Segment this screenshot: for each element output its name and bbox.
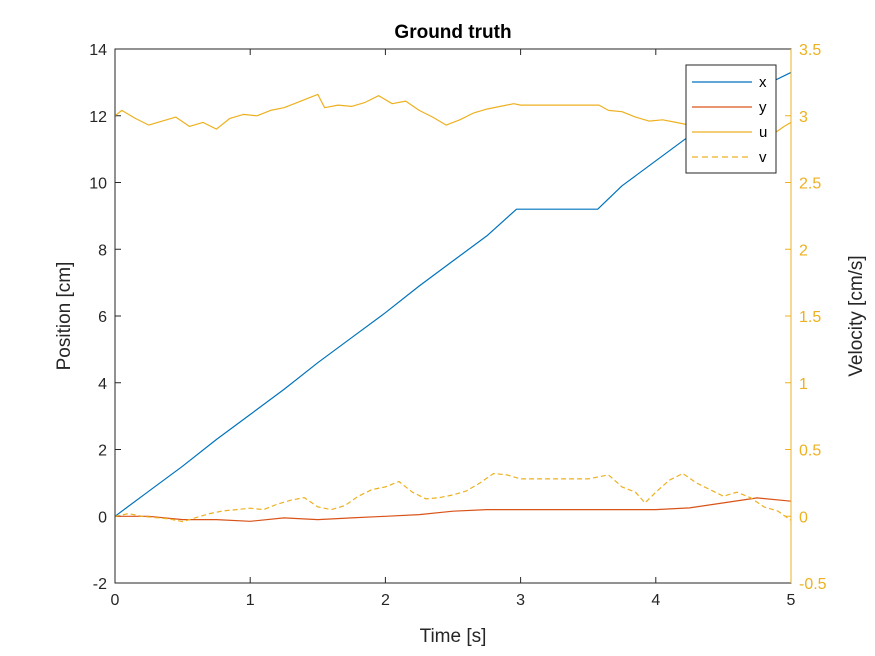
y-tick-label: 4 [98, 376, 107, 393]
legend-label-u: u [759, 124, 767, 141]
series-line-u [114, 93, 792, 137]
y-axis-label: Position [cm] [54, 262, 75, 371]
right-y-tick-label: 0.5 [799, 443, 821, 460]
series-line-x [114, 71, 792, 517]
y-tick-label: 8 [98, 242, 107, 259]
legend-label-v: v [759, 149, 767, 166]
series-line-v [114, 472, 792, 523]
right-y-tick-label: 2 [799, 242, 808, 259]
y-tick-label: 10 [89, 176, 107, 193]
legend-box [685, 64, 777, 174]
y-tick-label: -2 [93, 576, 107, 593]
x-tick-label: 2 [381, 592, 390, 609]
x-tick-label: 4 [651, 592, 660, 609]
right-y-tick-label: 0 [799, 509, 808, 526]
y-tick-label: 14 [89, 42, 107, 59]
x-tick-label: 0 [111, 592, 120, 609]
legend-label-y: y [759, 99, 767, 116]
y-tick-label: 2 [98, 443, 107, 460]
legend-label-x: x [759, 74, 767, 91]
right-y-tick-label: 3 [799, 109, 808, 126]
right-y-tick-label: 3.5 [799, 42, 821, 59]
legend: x y u v [685, 64, 777, 174]
series-line-y [115, 497, 792, 522]
x-tick-label: 5 [787, 592, 796, 609]
right-y-tick-label: 1.5 [799, 309, 821, 326]
x-tick-label: 3 [516, 592, 525, 609]
chart-title: Ground truth [394, 22, 511, 43]
right-y-axis-label: Velocity [cm/s] [846, 255, 867, 376]
x-axis-label: Time [s] [420, 626, 487, 647]
right-y-tick-label: 1 [799, 376, 808, 393]
x-tick-label: 1 [246, 592, 255, 609]
y-tick-label: 0 [98, 509, 107, 526]
right-y-tick-label: -0.5 [799, 576, 827, 593]
y-tick-label: 12 [89, 109, 107, 126]
y-tick-label: 6 [98, 309, 107, 326]
right-y-tick-label: 2.5 [799, 176, 821, 193]
